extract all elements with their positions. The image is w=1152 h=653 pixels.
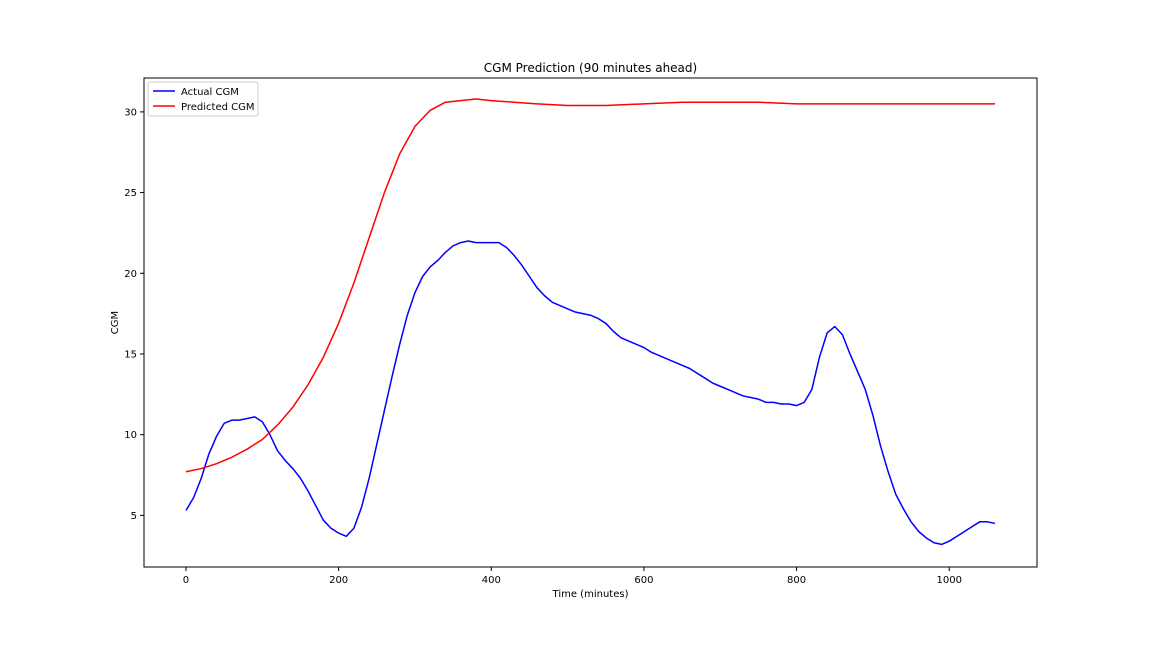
legend-label-predicted-cgm: Predicted CGM: [181, 102, 254, 113]
x-tick-label: 0: [183, 575, 189, 586]
series-line-actual-cgm: [185, 240, 996, 546]
x-tick-label: 1000: [936, 575, 961, 586]
y-tick-label: 10: [124, 430, 137, 441]
series-layer: [185, 98, 996, 546]
y-tick-label: 5: [131, 511, 137, 522]
legend-label-actual-cgm: Actual CGM: [181, 87, 239, 98]
y-tick-label: 15: [124, 349, 137, 360]
series-line-predicted-cgm: [185, 98, 996, 473]
x-tick-label: 200: [329, 575, 348, 586]
x-axis-label: Time (minutes): [552, 589, 629, 600]
chart-title: CGM Prediction (90 minutes ahead): [484, 61, 697, 75]
legend-box: [147, 81, 259, 117]
y-axis-label: CGM: [110, 311, 121, 334]
y-axis: 5 10 15 20 25 30: [124, 107, 144, 522]
y-tick-label: 20: [124, 269, 137, 280]
y-tick-label: 30: [124, 107, 137, 118]
x-tick-label: 800: [787, 575, 806, 586]
legend: Actual CGM Predicted CGM: [147, 81, 259, 117]
x-tick-label: 400: [482, 575, 501, 586]
y-tick-label: 25: [124, 188, 137, 199]
plot-frame: [143, 77, 1038, 568]
x-tick-label: 600: [634, 575, 653, 586]
x-axis: 0 200 400 600 800 1000: [183, 567, 962, 586]
